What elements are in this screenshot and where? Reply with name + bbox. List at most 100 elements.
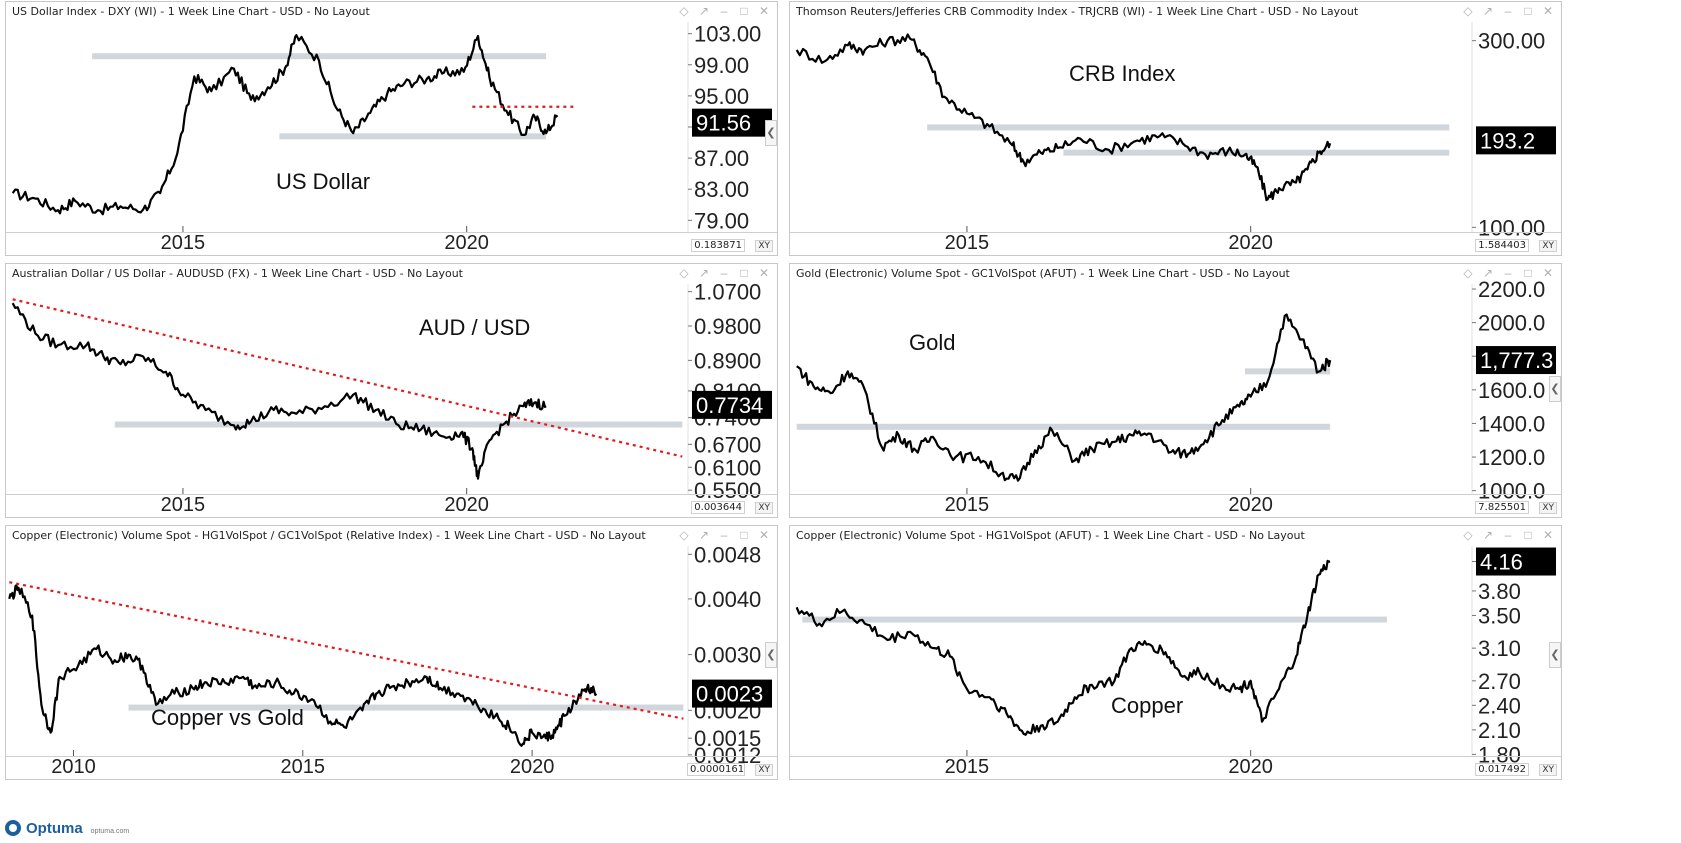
close-icon[interactable]: ✕ (1542, 4, 1554, 18)
minimize-icon[interactable]: – (720, 528, 728, 542)
minimize-icon[interactable]: – (1504, 528, 1512, 542)
chart-annotation[interactable]: Copper vs Gold (151, 705, 304, 730)
y-tick-label: 300.00 (1478, 29, 1545, 54)
scale-value[interactable]: 0.183871 (691, 239, 745, 252)
price-line (796, 313, 1332, 482)
level-band[interactable] (128, 704, 684, 711)
panel-title: US Dollar Index - DXY (WI) - 1 Week Line… (12, 5, 370, 18)
collapse-handle-left[interactable]: ❮ (765, 120, 777, 146)
last-value-badge: 1,777.3 (1476, 346, 1556, 375)
y-tick-label: 0.0015 (694, 726, 761, 751)
last-value-badge: 193.2 (1476, 126, 1556, 155)
level-band[interactable] (796, 423, 1331, 430)
chart-annotation[interactable]: Gold (909, 330, 955, 355)
layout-icon[interactable]: ◇ (1463, 528, 1473, 542)
price-line (11, 34, 559, 216)
maximize-icon[interactable]: □ (1524, 528, 1532, 542)
layout-icon[interactable]: ◇ (1463, 4, 1473, 18)
layout-icon[interactable]: ◇ (679, 4, 689, 18)
y-tick-label: 3.10 (1478, 636, 1521, 661)
chart-plot: 0.00480.00400.00300.00200.00150.00120.00… (8, 542, 772, 778)
chart-plot: 2200.02000.01800.01600.01400.01200.01000… (796, 277, 1556, 516)
panel-crb: Thomson Reuters/Jefferies CRB Commodity … (789, 1, 1562, 256)
level-band[interactable] (1063, 149, 1450, 156)
panel-toolbar: ◇ ↗ – □ ✕ (677, 266, 771, 280)
pin-icon[interactable]: ↗ (1482, 4, 1494, 18)
close-icon[interactable]: ✕ (1542, 266, 1554, 280)
scale-value[interactable]: 0.003644 (691, 501, 745, 514)
minimize-icon[interactable]: – (1504, 4, 1512, 18)
y-tick-label: 1600.0 (1478, 378, 1545, 403)
y-tick-label: 2000.0 (1478, 311, 1545, 336)
close-icon[interactable]: ✕ (758, 266, 770, 280)
x-tick-label: 2015 (945, 232, 990, 254)
x-tick-label: 2015 (945, 494, 990, 516)
collapse-handle-left[interactable]: ❮ (765, 642, 777, 668)
maximize-icon[interactable]: □ (740, 4, 748, 18)
scale-value[interactable]: 0.0000161 (687, 763, 745, 776)
last-value-text: 193.2 (1480, 128, 1535, 153)
trend-line[interactable] (9, 581, 684, 720)
pin-icon[interactable]: ↗ (698, 266, 710, 280)
chart-annotation[interactable]: Copper (1111, 693, 1183, 718)
xy-toggle-button[interactable]: XY (1539, 764, 1557, 776)
panel-title: Copper (Electronic) Volume Spot - HG1Vol… (796, 529, 1305, 542)
minimize-icon[interactable]: – (720, 266, 728, 280)
layout-icon[interactable]: ◇ (1463, 266, 1473, 280)
panel-title: Copper (Electronic) Volume Spot - HG1Vol… (12, 529, 646, 542)
xy-toggle-button[interactable]: XY (1539, 240, 1557, 252)
maximize-icon[interactable]: □ (740, 266, 748, 280)
panel-title: Gold (Electronic) Volume Spot - GC1VolSp… (796, 267, 1290, 280)
level-band[interactable] (802, 616, 1387, 623)
y-tick-label: 0.6100 (694, 455, 761, 480)
collapse-handle-left[interactable]: ❮ (1549, 642, 1561, 668)
chart-plot: 103.0099.0095.0091.0087.0083.0079.0091.5… (11, 22, 772, 254)
xy-toggle-button[interactable]: XY (755, 502, 773, 514)
scale-value[interactable]: 0.017492 (1475, 763, 1529, 776)
minimize-icon[interactable]: – (720, 4, 728, 18)
trend-line[interactable] (12, 298, 683, 458)
last-value-text: 1,777.3 (1480, 348, 1553, 373)
close-icon[interactable]: ✕ (758, 528, 770, 542)
collapse-handle-left[interactable]: ❮ (1549, 376, 1561, 402)
minimize-icon[interactable]: – (1504, 266, 1512, 280)
level-band[interactable] (92, 53, 547, 60)
pin-icon[interactable]: ↗ (698, 528, 710, 542)
layout-icon[interactable]: ◇ (679, 528, 689, 542)
panel-footer: 0.003644 XY (6, 494, 777, 517)
xy-toggle-button[interactable]: XY (755, 764, 773, 776)
y-tick-label: 0.9800 (694, 314, 761, 339)
level-band[interactable] (279, 133, 547, 140)
chart-annotation[interactable]: AUD / USD (419, 315, 530, 340)
close-icon[interactable]: ✕ (758, 4, 770, 18)
close-icon[interactable]: ✕ (1542, 528, 1554, 542)
pin-icon[interactable]: ↗ (1482, 266, 1494, 280)
price-line (8, 584, 598, 747)
chart-plot: 4.163.803.503.102.702.402.101.804.162015… (795, 546, 1556, 778)
panel-copper-gold: Copper (Electronic) Volume Spot - HG1Vol… (5, 525, 778, 780)
level-band[interactable] (1245, 368, 1331, 375)
layout-icon[interactable]: ◇ (679, 266, 689, 280)
pin-icon[interactable]: ↗ (1482, 528, 1494, 542)
y-tick-label: 83.00 (694, 177, 749, 202)
y-tick-label: 2200.0 (1478, 277, 1545, 302)
chart-annotation[interactable]: CRB Index (1069, 61, 1175, 86)
y-tick-label: 0.8900 (694, 348, 761, 373)
maximize-icon[interactable]: □ (740, 528, 748, 542)
panel-toolbar: ◇ ↗ – □ ✕ (677, 4, 771, 18)
xy-toggle-button[interactable]: XY (1539, 502, 1557, 514)
y-tick-label: 1200.0 (1478, 445, 1545, 470)
x-tick-label: 2020 (1228, 494, 1273, 516)
x-tick-label: 2020 (1228, 232, 1273, 254)
pin-icon[interactable]: ↗ (698, 4, 710, 18)
y-tick-label: 1.0700 (694, 280, 761, 305)
chart-annotation[interactable]: US Dollar (276, 169, 370, 194)
maximize-icon[interactable]: □ (1524, 266, 1532, 280)
level-band[interactable] (927, 124, 1450, 131)
maximize-icon[interactable]: □ (1524, 4, 1532, 18)
panel-toolbar: ◇ ↗ – □ ✕ (1461, 4, 1555, 18)
xy-toggle-button[interactable]: XY (755, 240, 773, 252)
scale-value[interactable]: 1.584403 (1475, 239, 1529, 252)
scale-value[interactable]: 7.825501 (1475, 501, 1529, 514)
y-tick-label: 3.50 (1478, 603, 1521, 628)
